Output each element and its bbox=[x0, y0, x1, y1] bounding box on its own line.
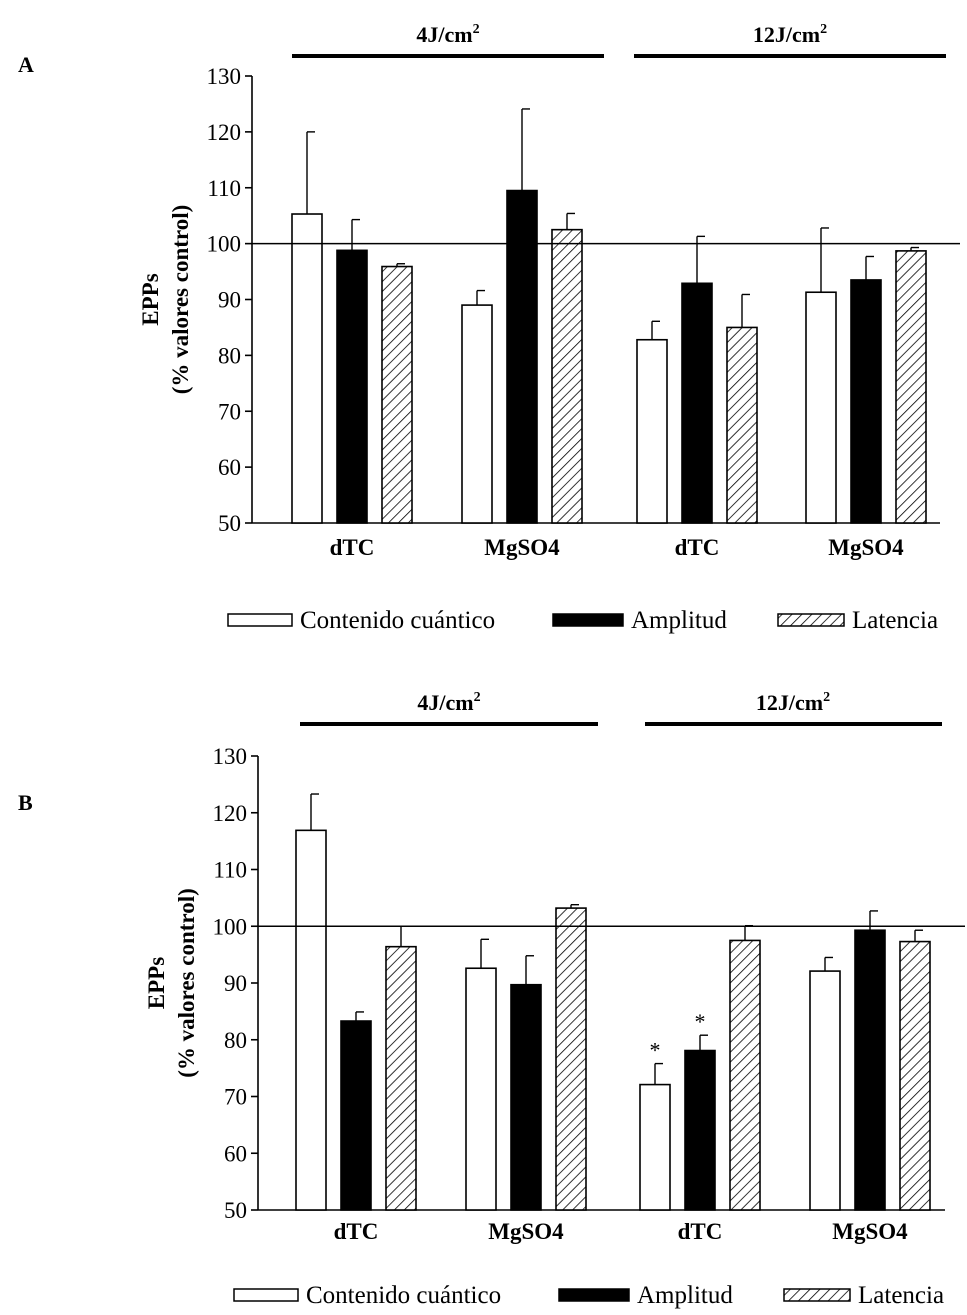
bar-latencia bbox=[729, 939, 761, 1211]
y-tick-label: 120 bbox=[207, 120, 242, 145]
y-tick-label: 100 bbox=[213, 914, 248, 939]
bar-contenido bbox=[291, 213, 323, 524]
bar-amplitud bbox=[336, 249, 368, 524]
y-tick-label: 70 bbox=[218, 399, 241, 424]
group-header-label: 12J/cm2 bbox=[756, 690, 830, 715]
panel-label: B bbox=[18, 790, 33, 815]
y-tick-label: 60 bbox=[224, 1141, 247, 1166]
legend-swatch-amplitud bbox=[552, 613, 624, 627]
legend: Contenido cuántico Amplitud Latencia bbox=[233, 1282, 944, 1309]
panel-label: A bbox=[18, 52, 34, 77]
legend-swatch-latencia bbox=[777, 613, 845, 627]
y-tick-label: 70 bbox=[224, 1085, 247, 1110]
y-axis-title: EPPs bbox=[138, 273, 163, 325]
y-tick-label: 50 bbox=[218, 511, 241, 536]
bar-amplitud bbox=[681, 282, 713, 524]
y-tick-label: 130 bbox=[207, 64, 242, 89]
legend-label-contenido: Contenido cuántico bbox=[306, 1282, 501, 1309]
x-category-label: dTC bbox=[330, 535, 375, 560]
y-tick-label: 80 bbox=[218, 343, 241, 368]
x-category-label: MgSO4 bbox=[484, 535, 560, 560]
bar-contenido bbox=[295, 829, 327, 1211]
panel-A: A 50 60 70 80 90 100 110 120 130 EPPs (% valores co… bbox=[18, 22, 960, 634]
x-category-label: MgSO4 bbox=[488, 1219, 564, 1244]
bar-latencia bbox=[555, 907, 587, 1211]
bar-amplitud bbox=[510, 983, 542, 1211]
y-tick-label: 110 bbox=[213, 858, 247, 883]
legend: Contenido cuántico Amplitud Latencia bbox=[227, 607, 938, 634]
x-category-label: dTC bbox=[675, 535, 720, 560]
bar-amplitud bbox=[684, 1049, 716, 1211]
legend-swatch-contenido bbox=[227, 613, 293, 627]
y-axis-subtitle: (% valores control) bbox=[168, 205, 193, 395]
x-category-label: dTC bbox=[678, 1219, 723, 1244]
bar-contenido bbox=[465, 967, 497, 1211]
y-axis-subtitle: (% valores control) bbox=[174, 888, 199, 1078]
y-tick-label: 50 bbox=[224, 1198, 247, 1223]
legend-label-latencia: Latencia bbox=[852, 607, 938, 634]
y-tick-label: 110 bbox=[207, 176, 241, 201]
legend-swatch-amplitud bbox=[558, 1288, 630, 1302]
legend-label-amplitud: Amplitud bbox=[637, 1282, 733, 1309]
significance-mark: * bbox=[650, 1038, 661, 1063]
bar-contenido bbox=[809, 970, 841, 1211]
group-header-label: 4J/cm2 bbox=[416, 22, 479, 47]
y-tick-label: 100 bbox=[207, 232, 242, 257]
panel-B: B 50 60 70 80 90 100 110 120 130 EPPs (% valores co… bbox=[18, 690, 965, 1309]
y-tick-label: 90 bbox=[224, 971, 247, 996]
legend-label-amplitud: Amplitud bbox=[631, 607, 727, 634]
x-category-label: MgSO4 bbox=[832, 1219, 908, 1244]
legend-label-latencia: Latencia bbox=[858, 1282, 944, 1309]
legend-swatch-contenido bbox=[233, 1288, 299, 1302]
bar-contenido bbox=[461, 304, 493, 524]
y-axis-title: EPPs bbox=[144, 957, 169, 1009]
bar-latencia bbox=[381, 265, 413, 524]
bar-latencia bbox=[551, 228, 583, 524]
legend-swatch-latencia bbox=[783, 1288, 851, 1302]
x-category-label: dTC bbox=[334, 1219, 379, 1244]
bar-amplitud bbox=[340, 1020, 372, 1211]
significance-mark: * bbox=[695, 1009, 706, 1034]
group-header-label: 4J/cm2 bbox=[417, 690, 480, 715]
y-tick-label: 80 bbox=[224, 1028, 247, 1053]
bar-latencia bbox=[895, 250, 927, 524]
y-tick-label: 130 bbox=[213, 744, 248, 769]
bar-contenido bbox=[636, 338, 668, 524]
y-tick-label: 120 bbox=[213, 801, 248, 826]
x-category-label: MgSO4 bbox=[828, 535, 904, 560]
bar-contenido bbox=[805, 291, 837, 524]
bar-contenido bbox=[639, 1083, 671, 1211]
legend-label-contenido: Contenido cuántico bbox=[300, 607, 495, 634]
y-tick-label: 60 bbox=[218, 455, 241, 480]
bar-amplitud bbox=[850, 279, 882, 524]
bar-latencia bbox=[899, 940, 931, 1211]
bar-latencia bbox=[385, 945, 417, 1211]
bar-amplitud bbox=[854, 929, 886, 1211]
bar-amplitud bbox=[506, 189, 538, 524]
group-header-label: 12J/cm2 bbox=[753, 22, 827, 47]
bar-latencia bbox=[726, 326, 758, 524]
y-tick-label: 90 bbox=[218, 288, 241, 313]
